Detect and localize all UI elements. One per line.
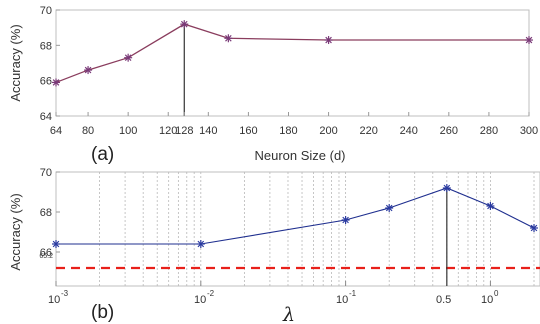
chart-a-xtick-label: 220 [359, 125, 377, 137]
chart-b-xtick-1e0-exp: 0 [494, 289, 499, 298]
chart-b-ylabel: Accuracy (%) [8, 193, 23, 270]
chart-b-xtick-0-5: 0.5 [436, 294, 451, 306]
chart-a-xtick-label: 200 [319, 125, 337, 137]
chart-b-xtick-1e-3-base: 10 [48, 294, 60, 306]
chart-b-x-ticks: 10 -3 10 -2 10 -1 0.5 10 0 [48, 289, 499, 306]
chart-a-ytick-label: 70 [40, 5, 52, 17]
chart-a-xtick-label: 260 [440, 125, 458, 137]
chart-a-ytick-label: 68 [40, 40, 52, 52]
chart-b-series-line [56, 187, 535, 245]
chart-a-point [224, 34, 233, 43]
chart-a-frame [55, 9, 530, 117]
chart-b-xtick-1e-2-base: 10 [194, 294, 206, 306]
chart-b-point [52, 240, 60, 248]
chart-b-ytick-label: 70 [40, 167, 52, 179]
chart-b-ytick-label: 68 [40, 207, 52, 219]
chart-a-ylabel: Accuracy (%) [8, 24, 23, 101]
chart-a-xtick-label: 120 [159, 125, 177, 137]
chart-b: 66 68 70 10 -3 10 -2 10 -1 0.5 10 0 65.2 A… [8, 167, 540, 324]
chart-b-point [385, 204, 394, 212]
chart-a-xtick-label: 160 [239, 125, 257, 137]
chart-b-point [530, 224, 539, 232]
chart-a-point [180, 20, 189, 29]
chart-a-xtick-label: 280 [480, 125, 498, 137]
chart-a-xtick-label: 100 [119, 125, 137, 137]
chart-a-point [324, 36, 333, 45]
chart-b-point [442, 184, 451, 192]
chart-b-xtick-1e0-base: 10 [481, 294, 493, 306]
chart-a-ytick-label: 66 [40, 76, 52, 88]
chart-b-reference-label: 65.2 [39, 253, 53, 260]
chart-a-xtick-label: 300 [520, 125, 538, 137]
chart-b-xtick-1e-2-exp: -2 [207, 289, 215, 298]
chart-b-xtick-1e-1-exp: -1 [349, 289, 357, 298]
chart-b-xtick-1e-1-base: 10 [336, 294, 348, 306]
chart-a-xtick-label: 64 [50, 125, 62, 137]
chart-a-panel-label: (a) [91, 144, 114, 165]
chart-a-point [84, 66, 93, 75]
chart-b-point [196, 240, 205, 248]
chart-b-ytick-label: 66 [40, 247, 52, 259]
chart-b-panel-label: (b) [91, 302, 114, 323]
chart-b-xtick-1e-3-exp: -3 [61, 289, 69, 298]
chart-a-xlabel: Neuron Size (d) [254, 148, 345, 163]
chart-a-series-line [55, 23, 529, 84]
chart-a-point [525, 36, 533, 45]
chart-b-frame [55, 171, 540, 287]
chart-a-xtick-label: 180 [279, 125, 297, 137]
chart-a-point [52, 78, 60, 87]
chart-b-point [486, 202, 495, 210]
chart-a-xtick-label: 140 [199, 125, 217, 137]
chart-a-xtick-label: 240 [400, 125, 418, 137]
chart-a-xtick-label: 80 [82, 125, 94, 137]
chart-a-xtick-label: 128 [175, 125, 193, 137]
chart-a-ytick-label: 64 [40, 111, 52, 123]
chart-a-point [124, 53, 133, 62]
chart-b-point [341, 216, 350, 224]
chart-b-xlabel: λ [282, 304, 295, 324]
